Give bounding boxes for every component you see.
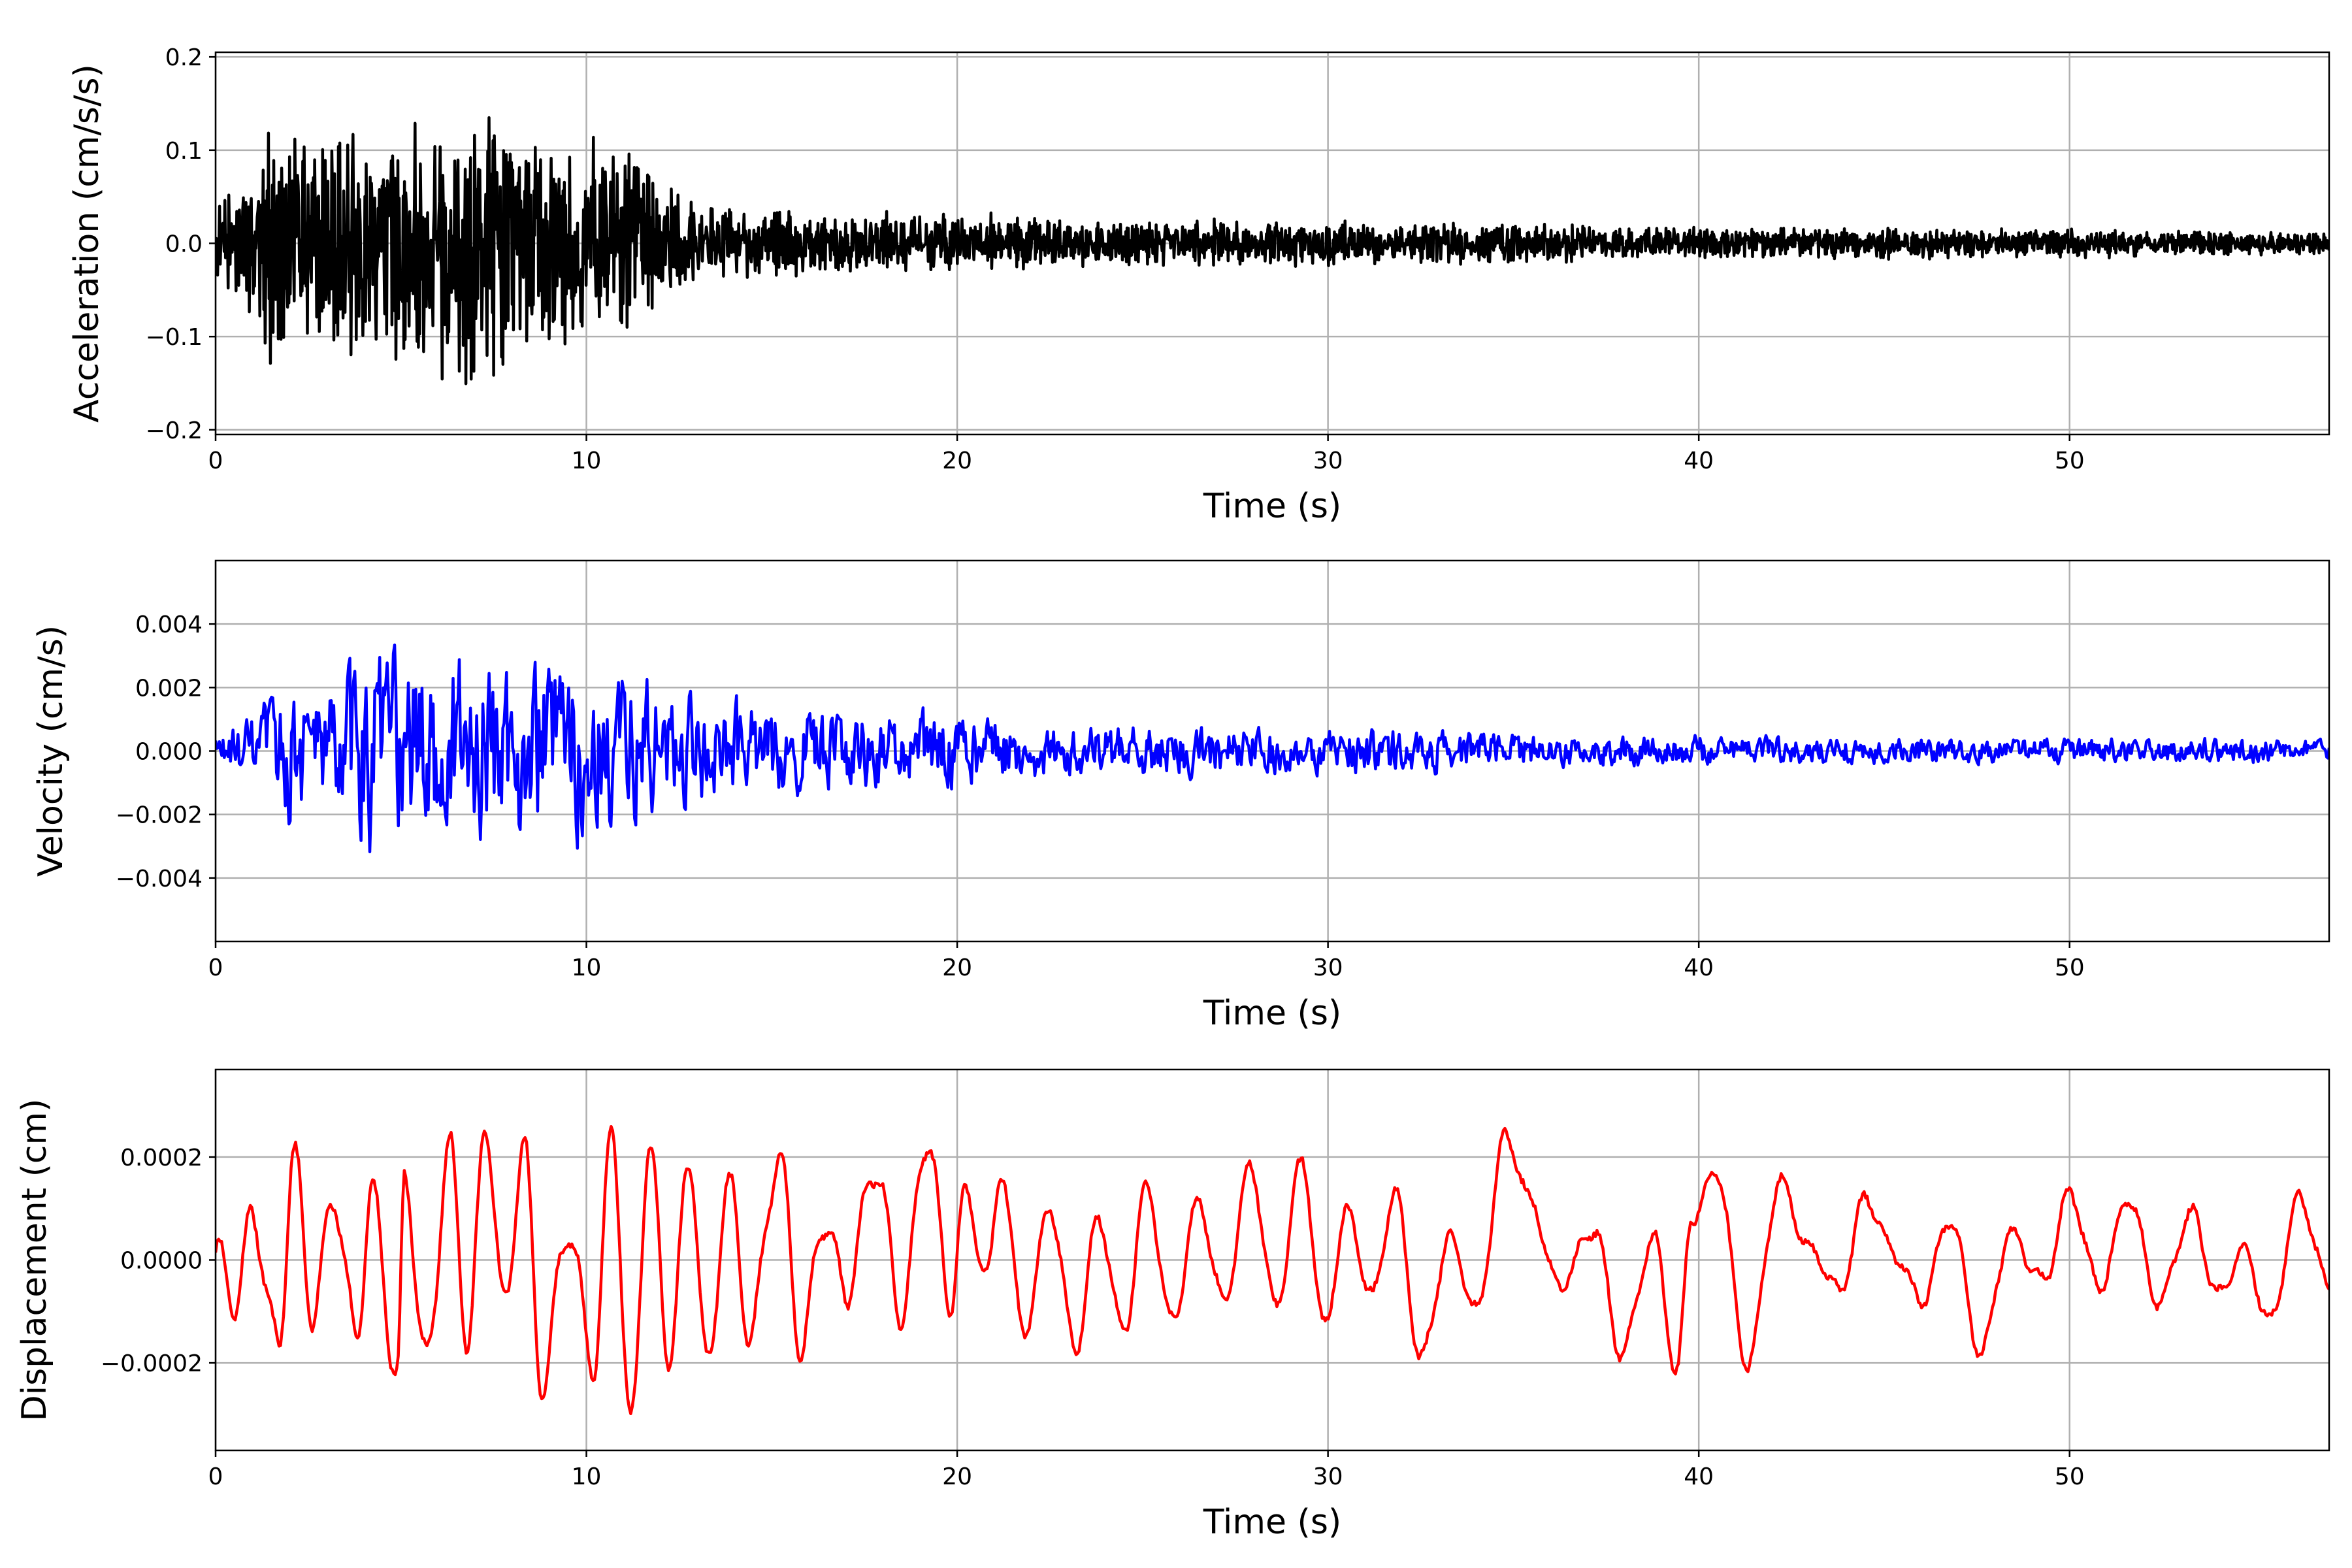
y-axis-title: Acceleration (cm/s/s) — [67, 64, 106, 423]
x-tick-label: 40 — [1684, 1463, 1714, 1490]
y-tick-label: 0.1 — [165, 138, 203, 165]
y-axis-title: Displacement (cm) — [15, 1099, 54, 1422]
x-tick-label: 30 — [1313, 448, 1343, 474]
y-axis-title: Velocity (cm/s) — [31, 625, 71, 877]
y-tick-label: 0.0000 — [120, 1248, 203, 1275]
series-line-velocity — [216, 644, 2329, 853]
x-tick-label: 30 — [1313, 1463, 1343, 1490]
x-tick-label: 0 — [208, 955, 223, 981]
x-tick-label: 50 — [2055, 448, 2085, 474]
x-axis-title: Time (s) — [1203, 994, 1341, 1033]
y-tick-label: 0.002 — [135, 675, 203, 702]
x-tick-label: 30 — [1313, 955, 1343, 981]
x-tick-label: 0 — [208, 1463, 223, 1490]
x-tick-label: 10 — [572, 448, 602, 474]
x-tick-label: 10 — [572, 955, 602, 981]
panel-displacement: 0 10 20 30 40 50 −0.0002 0.0000 0.0002 Time (s) Di… — [15, 1068, 2330, 1542]
x-tick-label: 20 — [942, 1463, 972, 1490]
y-tick-label: −0.0002 — [101, 1350, 203, 1377]
y-tick-label: 0.000 — [135, 739, 203, 766]
x-tick-label: 40 — [1684, 955, 1714, 981]
y-tick-label: 0.2 — [165, 44, 203, 71]
x-tick-label: 50 — [2055, 1463, 2085, 1490]
y-tick-label: 0.0 — [165, 231, 203, 258]
series-line-displacement — [216, 1124, 2329, 1416]
x-tick-label: 50 — [2055, 955, 2085, 981]
y-tick-label: −0.004 — [116, 866, 203, 892]
x-tick-label: 20 — [942, 955, 972, 981]
x-tick-label: 40 — [1684, 448, 1714, 474]
series-line-acceleration — [216, 116, 2329, 385]
x-tick-label: 20 — [942, 448, 972, 474]
y-tick-label: 0.0002 — [120, 1145, 203, 1171]
y-tick-label: −0.2 — [146, 417, 203, 444]
panel-acceleration: 0 10 20 30 40 50 −0.2 −0.1 0.0 0.1 0.2 Time (s) Acce… — [67, 44, 2330, 526]
x-tick-label: 10 — [572, 1463, 602, 1490]
y-tick-label: −0.1 — [146, 324, 203, 351]
panel-velocity: 0 10 20 30 40 50 −0.004 −0.002 0.000 0.002 0.004 Ti… — [31, 559, 2330, 1033]
y-tick-label: 0.004 — [135, 612, 203, 638]
x-axis-title: Time (s) — [1203, 487, 1341, 526]
x-axis-title: Time (s) — [1203, 1503, 1341, 1542]
y-tick-label: −0.002 — [116, 802, 203, 829]
x-tick-label: 0 — [208, 448, 223, 474]
